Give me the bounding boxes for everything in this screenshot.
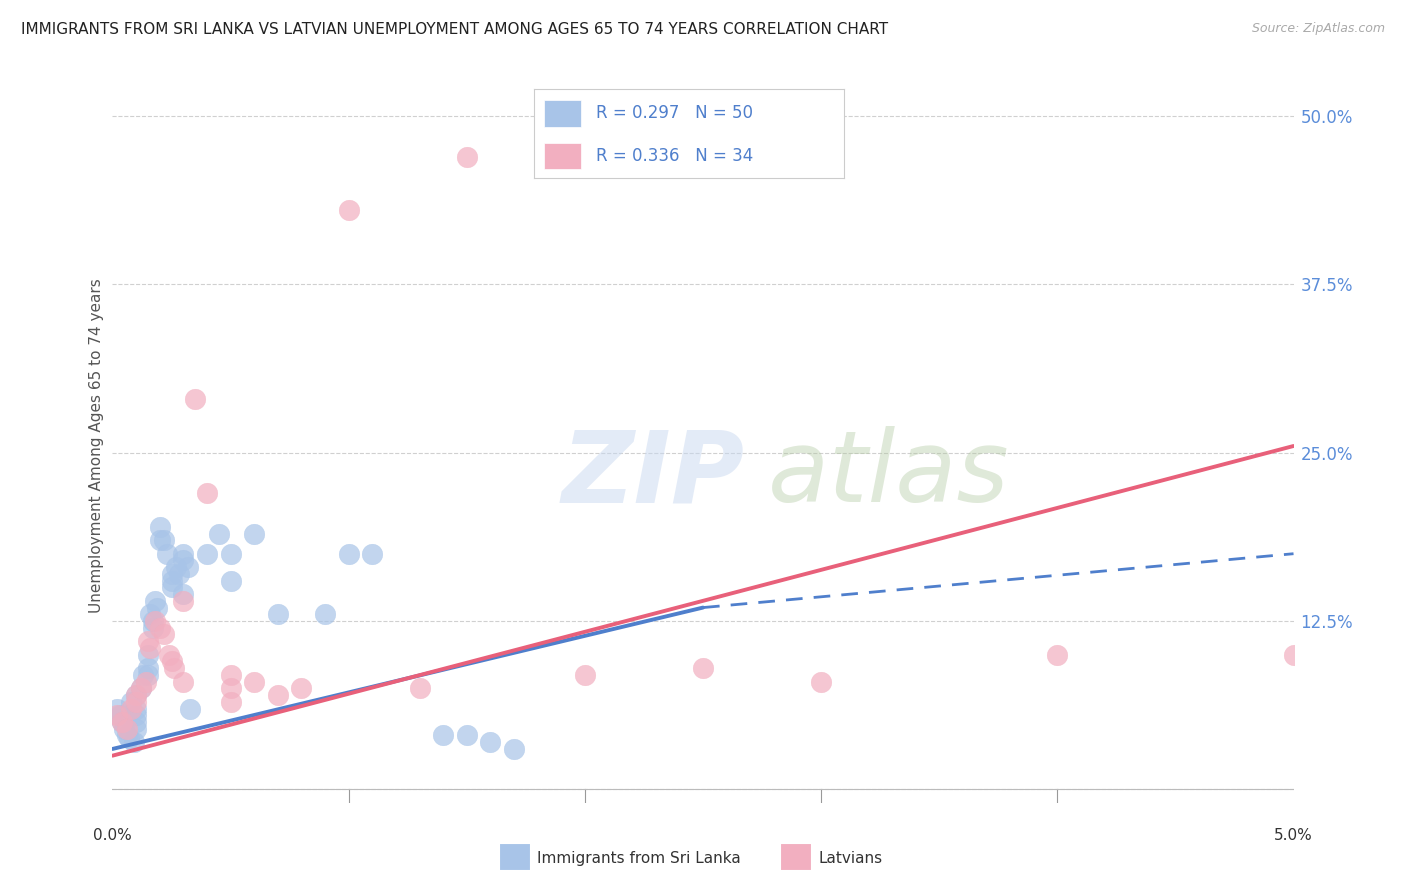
Point: [219, 695, 242, 709]
Point: [115, 722, 138, 736]
Point: [290, 681, 312, 696]
Point: [149, 533, 172, 548]
Point: [219, 668, 242, 682]
Point: [160, 580, 183, 594]
Point: [111, 714, 134, 729]
Point: [136, 668, 159, 682]
Point: [118, 731, 141, 746]
Point: [142, 614, 165, 628]
Point: [149, 520, 172, 534]
Point: [132, 668, 155, 682]
Point: [195, 547, 218, 561]
Point: [177, 560, 200, 574]
Point: [156, 547, 179, 561]
Point: [314, 607, 336, 622]
Point: [111, 714, 134, 729]
Point: [129, 681, 152, 696]
Point: [243, 674, 266, 689]
Point: [1282, 648, 1305, 662]
Text: Latvians: Latvians: [818, 851, 883, 865]
Point: [172, 594, 194, 608]
Text: Source: ZipAtlas.com: Source: ZipAtlas.com: [1251, 22, 1385, 36]
Point: [172, 674, 194, 689]
Text: 0.0%: 0.0%: [93, 828, 132, 843]
Point: [157, 648, 180, 662]
Point: [361, 547, 384, 561]
Text: R = 0.297   N = 50: R = 0.297 N = 50: [596, 104, 754, 122]
Point: [267, 607, 290, 622]
Text: 5.0%: 5.0%: [1274, 828, 1313, 843]
Point: [1046, 648, 1069, 662]
Point: [160, 566, 183, 581]
Point: [142, 621, 165, 635]
Point: [337, 203, 360, 218]
Point: [167, 566, 190, 581]
Text: R = 0.336   N = 34: R = 0.336 N = 34: [596, 147, 754, 165]
Point: [163, 661, 186, 675]
Point: [160, 655, 183, 669]
Point: [125, 714, 148, 729]
Point: [125, 708, 148, 723]
Y-axis label: Unemployment Among Ages 65 to 74 years: Unemployment Among Ages 65 to 74 years: [89, 278, 104, 614]
Point: [172, 553, 194, 567]
Point: [243, 526, 266, 541]
Point: [479, 735, 502, 749]
Bar: [544, 100, 581, 127]
Point: [810, 674, 832, 689]
Text: Immigrants from Sri Lanka: Immigrants from Sri Lanka: [537, 851, 741, 865]
Point: [139, 607, 162, 622]
Point: [115, 729, 138, 743]
Point: [165, 560, 187, 574]
Point: [105, 708, 128, 723]
Point: [219, 547, 242, 561]
Point: [219, 681, 242, 696]
Text: ZIP: ZIP: [561, 426, 744, 523]
Point: [146, 600, 169, 615]
Point: [172, 587, 194, 601]
Point: [456, 149, 478, 163]
Point: [125, 701, 148, 715]
Point: [172, 547, 194, 561]
Point: [135, 674, 157, 689]
Point: [136, 648, 159, 662]
Point: [125, 688, 148, 702]
Point: [267, 688, 290, 702]
Point: [125, 695, 148, 709]
Text: IMMIGRANTS FROM SRI LANKA VS LATVIAN UNEMPLOYMENT AMONG AGES 65 TO 74 YEARS CORR: IMMIGRANTS FROM SRI LANKA VS LATVIAN UNE…: [21, 22, 889, 37]
Point: [125, 722, 148, 736]
Point: [692, 661, 714, 675]
Point: [184, 392, 207, 406]
Point: [112, 722, 135, 736]
Text: atlas: atlas: [768, 426, 1010, 523]
Point: [432, 729, 454, 743]
Point: [136, 634, 159, 648]
Point: [456, 729, 478, 743]
Point: [108, 708, 131, 723]
Point: [105, 701, 128, 715]
Point: [120, 701, 142, 715]
Point: [503, 742, 526, 756]
Point: [149, 621, 172, 635]
Point: [219, 574, 242, 588]
Point: [179, 701, 201, 715]
Point: [153, 627, 176, 641]
Point: [122, 735, 145, 749]
Point: [195, 486, 218, 500]
Bar: [544, 143, 581, 169]
Point: [208, 526, 231, 541]
Point: [120, 695, 142, 709]
Point: [408, 681, 430, 696]
Point: [574, 668, 596, 682]
Point: [160, 574, 183, 588]
Point: [125, 688, 148, 702]
Point: [143, 614, 166, 628]
Point: [143, 594, 166, 608]
Point: [129, 681, 152, 696]
Point: [136, 661, 159, 675]
Point: [139, 640, 162, 655]
Point: [337, 547, 360, 561]
Point: [153, 533, 176, 548]
